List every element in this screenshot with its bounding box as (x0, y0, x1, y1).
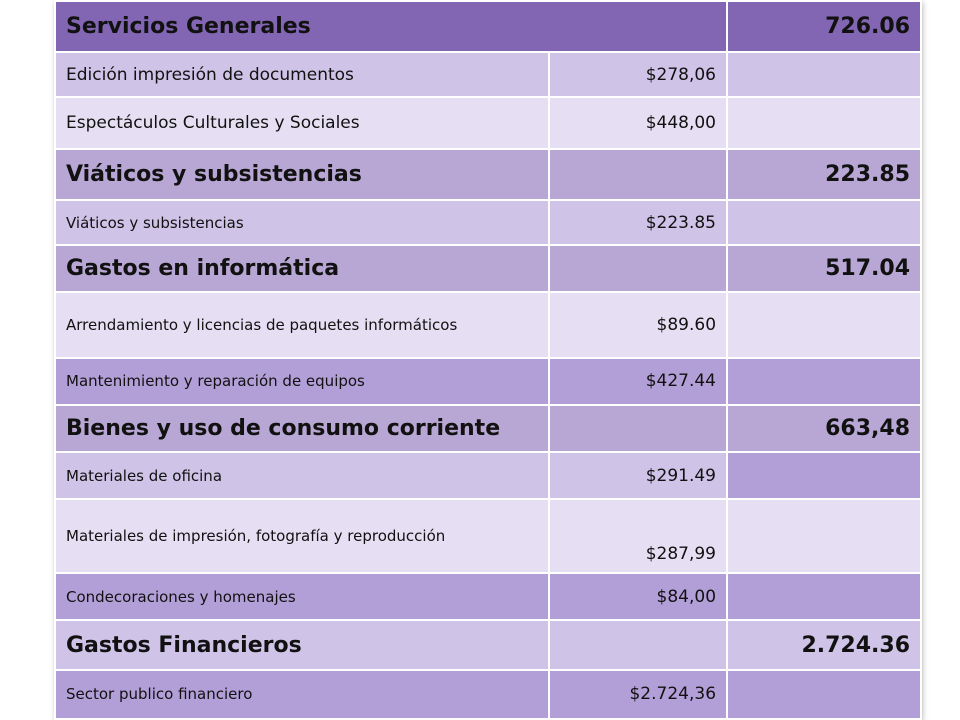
item-row: Mantenimiento y reparación de equipos $4… (54, 356, 923, 407)
item-total-empty (726, 572, 923, 622)
item-amount: $287,99 (547, 498, 729, 575)
item-row: Condecoraciones y homenajes $84,00 (54, 572, 923, 622)
category-amount-empty (547, 147, 729, 201)
item-amount: $448,00 (547, 96, 729, 150)
item-row: Materiales de impresión, fotografía y re… (54, 498, 923, 575)
item-amount: $427.44 (547, 356, 729, 407)
item-amount: $291.49 (547, 451, 729, 501)
item-row: Sector publico financiero $2.724,36 (54, 668, 923, 720)
category-total: 663,48 (726, 404, 923, 454)
item-row: Espectáculos Culturales y Sociales $448,… (54, 96, 923, 150)
item-total-empty (726, 498, 923, 575)
category-amount-empty (547, 404, 729, 454)
category-total: 517.04 (726, 244, 923, 294)
category-label: Gastos Financieros (54, 619, 550, 671)
item-total-empty (726, 451, 923, 501)
item-total-empty (726, 198, 923, 247)
item-label: Arrendamiento y licencias de paquetes in… (54, 291, 550, 359)
category-row-viaticos: Viáticos y subsistencias 223.85 (54, 147, 923, 201)
budget-table-container: Servicios Generales 726.06 Edición impre… (53, 0, 923, 720)
item-label: Mantenimiento y reparación de equipos (54, 356, 550, 407)
category-row-informatica: Gastos en informática 517.04 (54, 244, 923, 294)
category-label: Servicios Generales (53, 0, 729, 54)
item-amount: $223.85 (547, 198, 729, 247)
item-total-empty (726, 356, 923, 407)
item-total-empty (726, 51, 923, 99)
item-total-empty (726, 291, 923, 359)
item-amount: $278,06 (547, 51, 729, 99)
category-row-servicios-generales: Servicios Generales 726.06 (53, 0, 923, 54)
item-amount: $84,00 (547, 572, 729, 622)
item-row: Viáticos y subsistencias $223.85 (54, 198, 923, 247)
item-row: Arrendamiento y licencias de paquetes in… (54, 291, 923, 359)
category-row-bienes: Bienes y uso de consumo corriente 663,48 (54, 404, 923, 454)
item-label: Sector publico financiero (54, 668, 550, 720)
category-total: 2.724.36 (726, 619, 923, 671)
item-label: Condecoraciones y homenajes (54, 572, 550, 622)
item-label: Edición impresión de documentos (54, 51, 550, 99)
category-amount-empty (547, 244, 729, 294)
item-label: Viáticos y subsistencias (54, 198, 550, 247)
category-label: Gastos en informática (54, 244, 550, 294)
category-amount-empty (547, 619, 729, 671)
item-total-empty (726, 96, 923, 150)
category-label: Bienes y uso de consumo corriente (54, 404, 550, 454)
item-label: Espectáculos Culturales y Sociales (54, 96, 550, 150)
item-label: Materiales de oficina (54, 451, 550, 501)
item-label: Materiales de impresión, fotografía y re… (54, 498, 550, 575)
item-row: Materiales de oficina $291.49 (54, 451, 923, 501)
category-total: 726.06 (726, 0, 923, 54)
category-total: 223.85 (726, 147, 923, 201)
item-amount: $2.724,36 (547, 668, 729, 720)
category-label: Viáticos y subsistencias (54, 147, 550, 201)
budget-table: Servicios Generales 726.06 Edición impre… (53, 0, 923, 720)
item-total-empty (726, 668, 923, 720)
category-row-financieros: Gastos Financieros 2.724.36 (54, 619, 923, 671)
item-amount: $89.60 (547, 291, 729, 359)
item-row: Edición impresión de documentos $278,06 (54, 51, 923, 99)
